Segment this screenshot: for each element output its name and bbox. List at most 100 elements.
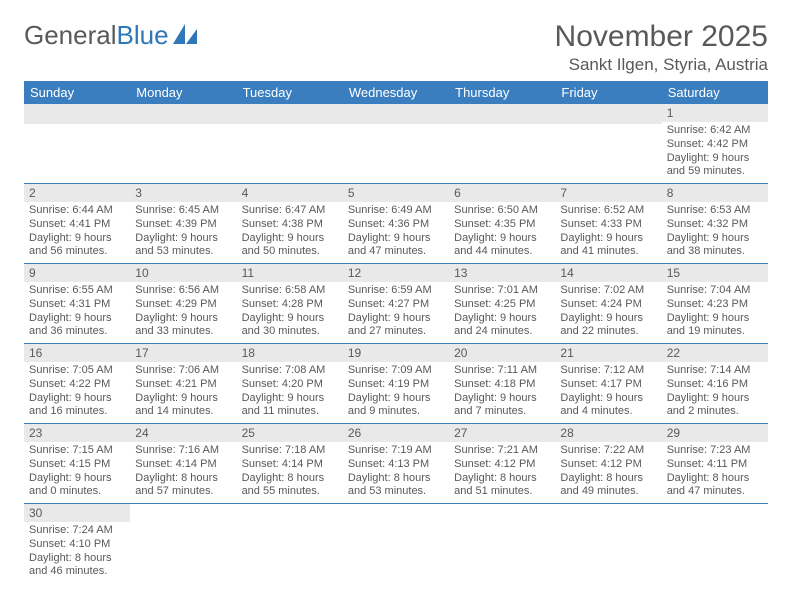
calendar-cell: 16Sunrise: 7:05 AMSunset: 4:22 PMDayligh… [24, 344, 130, 424]
sunset-text: Sunset: 4:33 PM [560, 218, 656, 232]
day-number: 13 [449, 264, 555, 282]
daylight-text-2: and 36 minutes. [29, 325, 125, 339]
daylight-text-2: and 33 minutes. [135, 325, 231, 339]
calendar-cell: 21Sunrise: 7:12 AMSunset: 4:17 PMDayligh… [555, 344, 661, 424]
daylight-text-1: Daylight: 9 hours [667, 152, 763, 166]
day-number: 7 [555, 184, 661, 202]
sunset-text: Sunset: 4:24 PM [560, 298, 656, 312]
calendar-week-row: 30Sunrise: 7:24 AMSunset: 4:10 PMDayligh… [24, 504, 768, 584]
day-details: Sunrise: 7:08 AMSunset: 4:20 PMDaylight:… [237, 362, 343, 423]
calendar-table: SundayMondayTuesdayWednesdayThursdayFrid… [24, 81, 768, 583]
calendar-cell [662, 504, 768, 584]
sunrise-text: Sunrise: 6:52 AM [560, 204, 656, 218]
day-number: 28 [555, 424, 661, 442]
sunset-text: Sunset: 4:25 PM [454, 298, 550, 312]
sunset-text: Sunset: 4:14 PM [135, 458, 231, 472]
day-number: 1 [662, 104, 768, 122]
day-number: 21 [555, 344, 661, 362]
daylight-text-2: and 59 minutes. [667, 165, 763, 179]
sunrise-text: Sunrise: 7:24 AM [29, 524, 125, 538]
sunrise-text: Sunrise: 7:09 AM [348, 364, 444, 378]
sunset-text: Sunset: 4:35 PM [454, 218, 550, 232]
daylight-text-2: and 41 minutes. [560, 245, 656, 259]
calendar-cell: 5Sunrise: 6:49 AMSunset: 4:36 PMDaylight… [343, 184, 449, 264]
day-number: 4 [237, 184, 343, 202]
sunset-text: Sunset: 4:32 PM [667, 218, 763, 232]
logo-text-1: General [24, 20, 117, 51]
day-header: Monday [130, 81, 236, 104]
daylight-text-1: Daylight: 8 hours [242, 472, 338, 486]
sunrise-text: Sunrise: 7:18 AM [242, 444, 338, 458]
sunrise-text: Sunrise: 6:50 AM [454, 204, 550, 218]
day-details: Sunrise: 6:49 AMSunset: 4:36 PMDaylight:… [343, 202, 449, 263]
daylight-text-2: and 19 minutes. [667, 325, 763, 339]
sunrise-text: Sunrise: 7:23 AM [667, 444, 763, 458]
daylight-text-1: Daylight: 9 hours [667, 312, 763, 326]
daylight-text-1: Daylight: 9 hours [135, 232, 231, 246]
day-details: Sunrise: 7:21 AMSunset: 4:12 PMDaylight:… [449, 442, 555, 503]
daylight-text-1: Daylight: 9 hours [348, 312, 444, 326]
daylight-text-2: and 47 minutes. [667, 485, 763, 499]
daylight-text-2: and 57 minutes. [135, 485, 231, 499]
daylight-text-1: Daylight: 8 hours [135, 472, 231, 486]
day-number: 14 [555, 264, 661, 282]
logo-text-2: Blue [117, 20, 169, 51]
daylight-text-1: Daylight: 9 hours [667, 232, 763, 246]
daylight-text-2: and 49 minutes. [560, 485, 656, 499]
top-bar: GeneralBlue November 2025 Sankt Ilgen, S… [24, 20, 768, 75]
day-header: Saturday [662, 81, 768, 104]
calendar-cell [555, 104, 661, 184]
calendar-cell: 24Sunrise: 7:16 AMSunset: 4:14 PMDayligh… [130, 424, 236, 504]
calendar-week-row: 2Sunrise: 6:44 AMSunset: 4:41 PMDaylight… [24, 184, 768, 264]
daylight-text-2: and 51 minutes. [454, 485, 550, 499]
daylight-text-2: and 7 minutes. [454, 405, 550, 419]
sunrise-text: Sunrise: 7:05 AM [29, 364, 125, 378]
day-details: Sunrise: 7:01 AMSunset: 4:25 PMDaylight:… [449, 282, 555, 343]
sunrise-text: Sunrise: 6:44 AM [29, 204, 125, 218]
daylight-text-1: Daylight: 9 hours [348, 232, 444, 246]
sunset-text: Sunset: 4:12 PM [560, 458, 656, 472]
day-number: 17 [130, 344, 236, 362]
daylight-text-2: and 0 minutes. [29, 485, 125, 499]
sunset-text: Sunset: 4:27 PM [348, 298, 444, 312]
calendar-cell [555, 504, 661, 584]
daylight-text-2: and 24 minutes. [454, 325, 550, 339]
calendar-week-row: 23Sunrise: 7:15 AMSunset: 4:15 PMDayligh… [24, 424, 768, 504]
calendar-cell: 2Sunrise: 6:44 AMSunset: 4:41 PMDaylight… [24, 184, 130, 264]
sunset-text: Sunset: 4:21 PM [135, 378, 231, 392]
sunset-text: Sunset: 4:29 PM [135, 298, 231, 312]
calendar-cell: 6Sunrise: 6:50 AMSunset: 4:35 PMDaylight… [449, 184, 555, 264]
day-details: Sunrise: 6:59 AMSunset: 4:27 PMDaylight:… [343, 282, 449, 343]
calendar-cell: 12Sunrise: 6:59 AMSunset: 4:27 PMDayligh… [343, 264, 449, 344]
day-number: 6 [449, 184, 555, 202]
day-number: 11 [237, 264, 343, 282]
daylight-text-1: Daylight: 9 hours [29, 392, 125, 406]
calendar-cell: 22Sunrise: 7:14 AMSunset: 4:16 PMDayligh… [662, 344, 768, 424]
sunset-text: Sunset: 4:12 PM [454, 458, 550, 472]
calendar-cell: 25Sunrise: 7:18 AMSunset: 4:14 PMDayligh… [237, 424, 343, 504]
calendar-cell: 9Sunrise: 6:55 AMSunset: 4:31 PMDaylight… [24, 264, 130, 344]
daylight-text-2: and 53 minutes. [135, 245, 231, 259]
day-number: 15 [662, 264, 768, 282]
day-number: 2 [24, 184, 130, 202]
daylight-text-1: Daylight: 9 hours [29, 312, 125, 326]
day-number: 23 [24, 424, 130, 442]
sunrise-text: Sunrise: 7:06 AM [135, 364, 231, 378]
day-details: Sunrise: 6:50 AMSunset: 4:35 PMDaylight:… [449, 202, 555, 263]
sunrise-text: Sunrise: 7:01 AM [454, 284, 550, 298]
sunset-text: Sunset: 4:36 PM [348, 218, 444, 232]
daylight-text-2: and 30 minutes. [242, 325, 338, 339]
daylight-text-2: and 11 minutes. [242, 405, 338, 419]
day-header: Tuesday [237, 81, 343, 104]
sunrise-text: Sunrise: 6:55 AM [29, 284, 125, 298]
day-number: 24 [130, 424, 236, 442]
day-number: 10 [130, 264, 236, 282]
daylight-text-1: Daylight: 9 hours [29, 232, 125, 246]
calendar-cell: 1Sunrise: 6:42 AMSunset: 4:42 PMDaylight… [662, 104, 768, 184]
calendar-cell: 3Sunrise: 6:45 AMSunset: 4:39 PMDaylight… [130, 184, 236, 264]
sunrise-text: Sunrise: 7:08 AM [242, 364, 338, 378]
day-details: Sunrise: 7:16 AMSunset: 4:14 PMDaylight:… [130, 442, 236, 503]
sunset-text: Sunset: 4:39 PM [135, 218, 231, 232]
sunrise-text: Sunrise: 7:22 AM [560, 444, 656, 458]
calendar-cell: 27Sunrise: 7:21 AMSunset: 4:12 PMDayligh… [449, 424, 555, 504]
